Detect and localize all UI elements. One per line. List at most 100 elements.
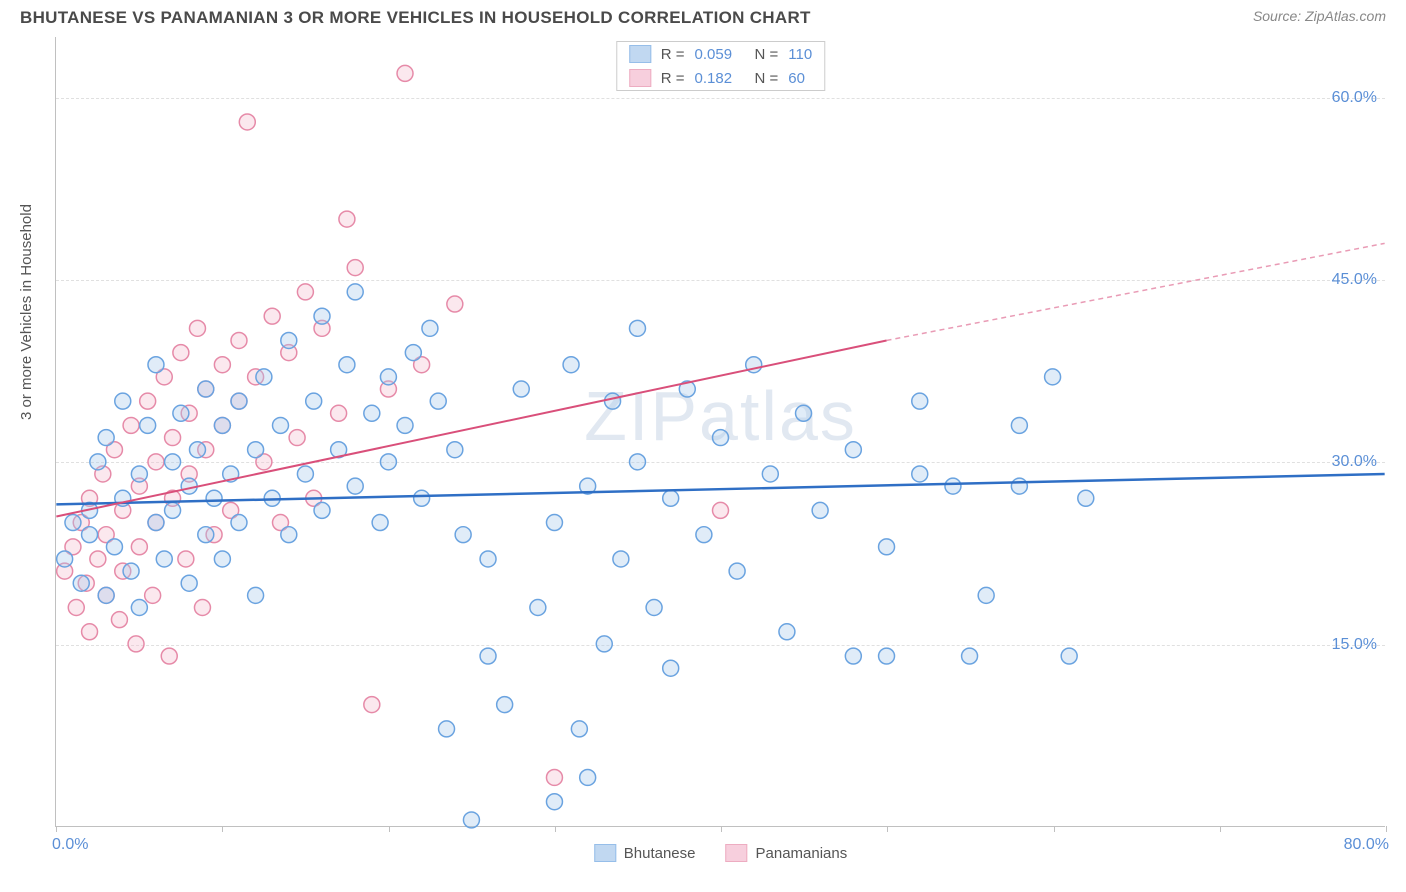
scatter-point [289,430,305,446]
scatter-point [140,417,156,433]
scatter-point [331,405,347,421]
x-tick [1054,826,1055,832]
x-axis-max-label: 80.0% [1344,836,1389,854]
scatter-point [128,636,144,652]
legend-series-item: Panamanians [726,844,848,862]
scatter-point [546,515,562,531]
scatter-point [231,393,247,409]
scatter-point [364,697,380,713]
scatter-point [380,454,396,470]
scatter-point [82,527,98,543]
trend-line [887,243,1385,340]
scatter-point [646,600,662,616]
scatter-point [131,539,147,555]
x-tick [56,826,57,832]
legend-correlation-row: R = 0.059 N = 110 [617,42,824,66]
scatter-point [1011,417,1027,433]
scatter-point [613,551,629,567]
scatter-point [879,648,895,664]
scatter-point [845,648,861,664]
scatter-point [513,381,529,397]
legend-swatch [726,844,748,862]
trend-line [56,474,1384,504]
chart-plot-area: ZIPatlas 15.0%30.0%45.0%60.0% R = 0.059 … [55,37,1385,827]
scatter-point [812,502,828,518]
scatter-point [314,308,330,324]
scatter-point [214,357,230,373]
scatter-point [380,369,396,385]
scatter-point [1078,490,1094,506]
scatter-point [779,624,795,640]
scatter-point [206,490,222,506]
scatter-point [1011,478,1027,494]
legend-swatch [629,69,651,87]
scatter-point [148,454,164,470]
scatter-point [663,490,679,506]
scatter-point [297,284,313,300]
scatter-point [480,648,496,664]
scatter-point [978,587,994,603]
scatter-point [264,308,280,324]
scatter-point [297,466,313,482]
scatter-point [106,539,122,555]
scatter-point [397,417,413,433]
scatter-point [98,430,114,446]
scatter-point [480,551,496,567]
scatter-point [214,417,230,433]
scatter-point [273,417,289,433]
scatter-point [281,332,297,348]
scatter-point [82,624,98,640]
scatter-point [1045,369,1061,385]
chart-header: BHUTANESE VS PANAMANIAN 3 OR MORE VEHICL… [0,0,1406,32]
scatter-point [123,417,139,433]
scatter-point [629,320,645,336]
scatter-point [131,466,147,482]
y-axis-label: 3 or more Vehicles in Household [18,204,35,420]
scatter-point [455,527,471,543]
scatter-point [879,539,895,555]
scatter-point [430,393,446,409]
scatter-point [845,442,861,458]
legend-series-label: Bhutanese [624,845,696,862]
scatter-point [165,502,181,518]
scatter-point [339,211,355,227]
scatter-point [90,551,106,567]
scatter-point [713,502,729,518]
scatter-point [762,466,778,482]
scatter-point [962,648,978,664]
legend-r-label: R = [661,70,685,87]
x-tick [222,826,223,832]
legend-n-value: 110 [788,46,812,63]
scatter-point [148,515,164,531]
legend-series-label: Panamanians [756,845,848,862]
scatter-point [98,587,114,603]
scatter-point [173,405,189,421]
scatter-point [57,551,73,567]
scatter-point [663,660,679,676]
scatter-point [161,648,177,664]
scatter-point [115,393,131,409]
scatter-point [571,721,587,737]
scatter-point [165,430,181,446]
scatter-point [397,65,413,81]
x-tick [887,826,888,832]
legend-correlation: R = 0.059 N = 110 R = 0.182 N = 60 [616,41,825,91]
scatter-point [605,393,621,409]
chart-title: BHUTANESE VS PANAMANIAN 3 OR MORE VEHICL… [20,8,811,28]
legend-series: Bhutanese Panamanians [594,844,847,862]
legend-correlation-row: R = 0.182 N = 60 [617,66,824,90]
scatter-point [729,563,745,579]
scatter-point [1061,648,1077,664]
scatter-point [140,393,156,409]
legend-n-label: N = [755,70,779,87]
scatter-point [347,260,363,276]
scatter-point [447,442,463,458]
scatter-point [73,575,89,591]
scatter-point [364,405,380,421]
scatter-point [90,454,106,470]
scatter-point [181,575,197,591]
scatter-point [713,430,729,446]
trend-line [56,340,886,516]
legend-series-item: Bhutanese [594,844,696,862]
scatter-point [123,563,139,579]
